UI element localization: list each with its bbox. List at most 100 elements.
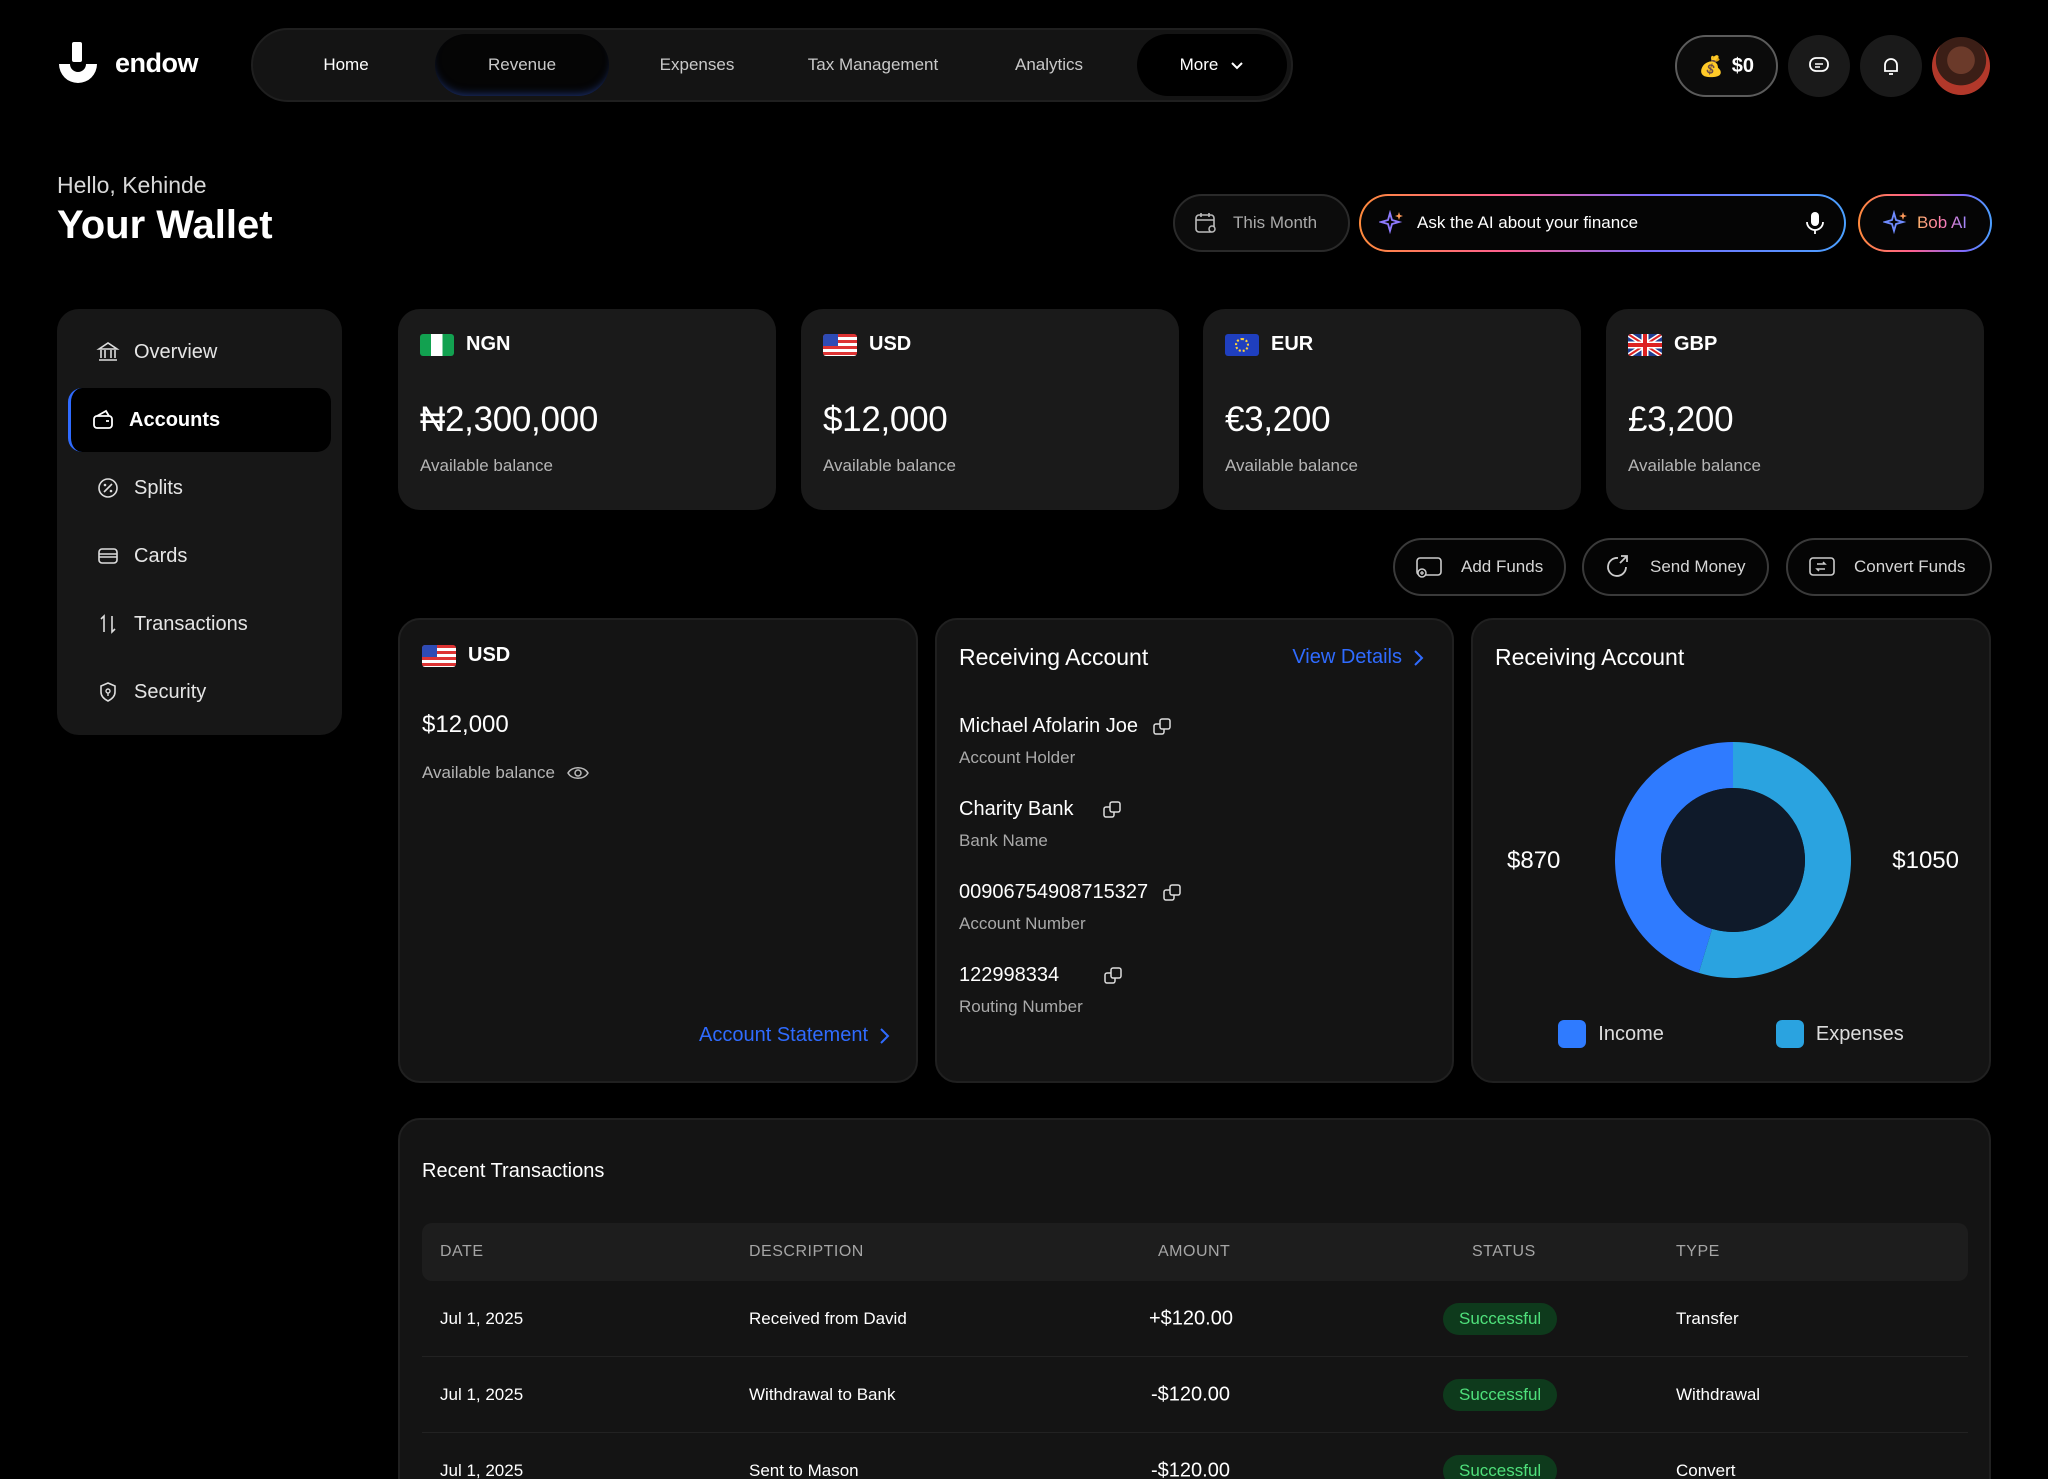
nav-revenue[interactable]: Revenue — [435, 34, 609, 96]
data-label-income: $870 — [1507, 847, 1560, 874]
user-avatar[interactable] — [1932, 37, 1990, 95]
donut-slice-income[interactable] — [1614, 742, 1733, 973]
balance-label: Available balance — [420, 456, 553, 475]
bell-icon — [1884, 58, 1898, 75]
chat-button[interactable] — [1788, 35, 1850, 97]
balance-card-ngn[interactable]: NGN ₦2,300,000 Available balance — [398, 309, 776, 510]
ai-search-box[interactable]: Ask the AI about your finance — [1359, 194, 1846, 252]
nav-expenses[interactable]: Expenses — [659, 55, 735, 74]
balance-amount: ₦2,300,000 — [420, 400, 598, 439]
add-funds-button[interactable]: Add Funds — [1393, 538, 1566, 596]
period-filter-button[interactable]: This Month — [1173, 194, 1350, 252]
copy-icon[interactable] — [1103, 966, 1123, 986]
copy-icon[interactable] — [1102, 800, 1122, 820]
bob-ai-button[interactable]: Bob AI — [1858, 194, 1992, 252]
bank-name-field: Charity Bank Bank Name — [959, 798, 1430, 851]
nav-more-button[interactable]: More — [1137, 34, 1287, 96]
app-name: endow — [115, 47, 199, 78]
column-header-description[interactable]: DESCRIPTION — [749, 1243, 864, 1260]
nav-tax-management[interactable]: Tax Management — [807, 55, 939, 74]
sidebar-item-splits[interactable]: Splits — [68, 456, 331, 520]
chevron-right-icon — [1414, 649, 1424, 666]
bob-ai-label: Bob AI — [1916, 213, 1968, 232]
legend-swatch-income — [1558, 1020, 1587, 1048]
sidebar-item-cards[interactable]: Cards — [68, 524, 331, 588]
usd-balance-amount: $12,000 — [422, 711, 509, 738]
balance-amount: $12,000 — [823, 400, 948, 439]
sidebar-item-label: Cards — [134, 544, 188, 567]
donut-slice-expenses[interactable] — [1698, 742, 1851, 978]
percent-icon — [98, 478, 118, 498]
balance-label: Available balance — [1225, 456, 1358, 475]
balance-card-usd[interactable]: USD $12,000 Available balance — [801, 309, 1179, 510]
bank-name-value: Charity Bank — [959, 798, 1074, 820]
sidebar-item-label: Splits — [134, 476, 183, 499]
tx-date: Jul 1, 2025 — [440, 1460, 524, 1479]
ai-search-input[interactable]: Ask the AI about your finance — [1417, 213, 1639, 232]
top-right-controls: 💰 $0 — [1674, 35, 1990, 97]
chart-legend: Income Expenses — [1473, 1020, 1989, 1048]
column-header-status[interactable]: STATUS — [1472, 1243, 1536, 1260]
sidebar-item-label: Overview — [134, 340, 218, 363]
chevron-right-icon — [880, 1027, 890, 1044]
receiving-account-title: Receiving Account — [959, 644, 1149, 670]
bank-icon — [96, 342, 120, 361]
tx-date: Jul 1, 2025 — [440, 1308, 524, 1328]
legend-label-expenses: Expenses — [1815, 1022, 1904, 1045]
column-header-type[interactable]: TYPE — [1676, 1243, 1720, 1260]
page-title: Your Wallet — [57, 203, 273, 247]
convert-funds-button[interactable]: Convert Funds — [1786, 538, 1992, 596]
balance-label: Available balance — [1628, 456, 1761, 475]
sidebar-item-security[interactable]: Security — [68, 660, 331, 724]
currency-code: GBP — [1674, 333, 1718, 355]
app-logo[interactable]: endow — [55, 40, 199, 86]
table-row[interactable]: Jul 1, 2025 Sent to Mason -$120.00 Succe… — [422, 1433, 1968, 1479]
add-funds-icon — [1416, 557, 1442, 578]
balance-label: Available balance — [823, 456, 956, 475]
microphone-icon[interactable] — [1804, 210, 1826, 236]
wallet-sidebar: Overview Accounts Splits Cards Transacti… — [57, 309, 342, 735]
balance-value: $0 — [1731, 54, 1754, 77]
tx-description: Sent to Mason — [749, 1460, 859, 1479]
us-flag-icon — [422, 644, 456, 667]
column-header-amount[interactable]: AMOUNT — [1158, 1243, 1231, 1260]
table-row[interactable]: Jul 1, 2025 Received from David +$120.00… — [422, 1281, 1968, 1357]
sidebar-item-transactions[interactable]: Transactions — [68, 592, 331, 656]
tx-type: Transfer — [1676, 1308, 1739, 1328]
routing-number-value: 122998334 — [959, 964, 1060, 986]
sparkle-icon — [1379, 210, 1403, 235]
legend-item-expenses: Expenses — [1775, 1020, 1904, 1048]
period-filter-label: This Month — [1233, 213, 1318, 232]
eye-icon[interactable] — [567, 765, 589, 781]
nav-analytics[interactable]: Analytics — [1014, 55, 1084, 74]
account-number-field: 00906754908715327 Account Number — [959, 881, 1430, 934]
sparkle-icon — [1882, 210, 1907, 235]
tx-amount: -$120.00 — [1151, 1459, 1230, 1479]
copy-icon[interactable] — [1162, 883, 1182, 903]
chat-icon — [1809, 57, 1829, 72]
sidebar-item-overview[interactable]: Overview — [68, 320, 331, 384]
view-details-link[interactable]: View Details — [1292, 646, 1424, 669]
chart-panel-title: Receiving Account — [1495, 644, 1685, 670]
main-nav: Home Revenue Expenses Tax Management Ana… — [251, 28, 1293, 102]
copy-icon[interactable] — [1152, 717, 1172, 737]
balance-pill[interactable]: 💰 $0 — [1674, 35, 1778, 97]
sidebar-item-accounts[interactable]: Accounts — [68, 388, 331, 452]
nav-home[interactable]: Home — [323, 55, 369, 74]
balance-amount: €3,200 — [1225, 400, 1331, 439]
balance-card-gbp[interactable]: GBP £3,200 Available balance — [1606, 309, 1984, 510]
column-header-date[interactable]: DATE — [440, 1243, 484, 1260]
notifications-button[interactable] — [1860, 35, 1922, 97]
table-row[interactable]: Jul 1, 2025 Withdrawal to Bank -$120.00 … — [422, 1357, 1968, 1433]
account-statement-label: Account Statement — [699, 1024, 868, 1046]
balance-card-eur[interactable]: EUR €3,200 Available balance — [1203, 309, 1581, 510]
status-badge: Successful — [1443, 1302, 1558, 1335]
recent-transactions-panel: Recent Transactions DATE DESCRIPTION AMO… — [398, 1118, 1991, 1479]
tx-description: Withdrawal to Bank — [749, 1384, 896, 1404]
account-holder-field: Michael Afolarin Joe Account Holder — [959, 715, 1430, 768]
usd-account-panel: USD $12,000 Available balance Account St… — [398, 618, 918, 1083]
account-statement-link[interactable]: Account Statement — [699, 1024, 890, 1047]
eu-flag-icon — [1225, 333, 1259, 356]
send-money-button[interactable]: Send Money — [1582, 538, 1769, 596]
sidebar-item-label: Accounts — [129, 408, 221, 431]
